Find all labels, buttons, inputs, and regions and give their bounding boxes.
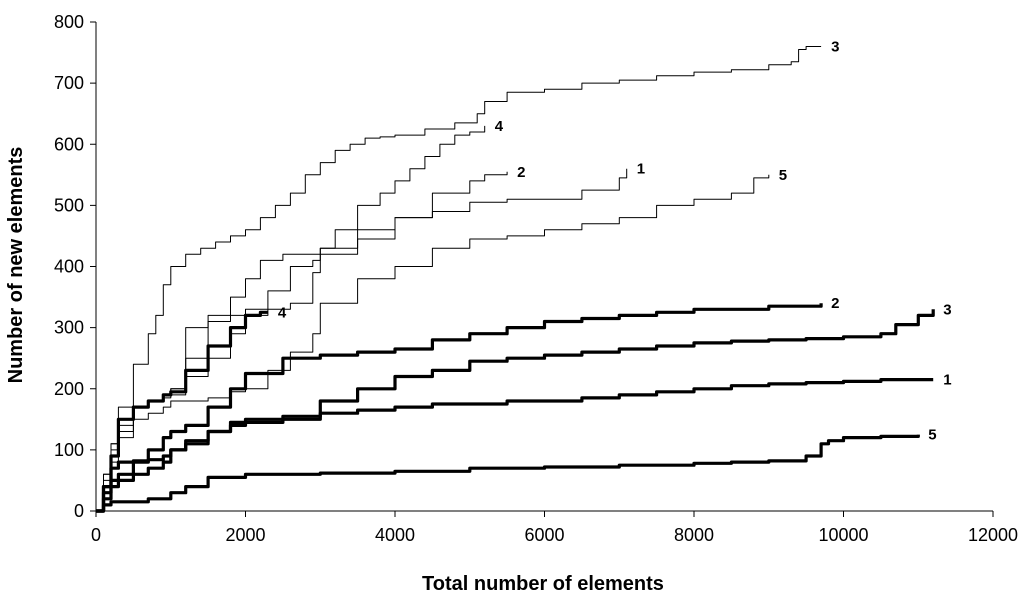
- series-end-label: 5: [779, 167, 787, 184]
- series-end-label: 2: [831, 295, 839, 312]
- series-end-label: 1: [943, 372, 951, 389]
- x-tick-label: 12000: [968, 525, 1018, 545]
- y-tick-label: 400: [54, 257, 84, 277]
- series-line-thick-4: [96, 310, 268, 513]
- y-tick-label: 700: [54, 73, 84, 93]
- series-end-labels: 3 4 2 1 5 4 2 3 1 5: [278, 38, 952, 443]
- y-tick-label: 200: [54, 379, 84, 399]
- series-line-thick-5: [96, 434, 920, 513]
- y-axis-title: Number of new elements: [5, 147, 27, 384]
- y-tick-label: 300: [54, 318, 84, 338]
- y-tick-label: 100: [54, 440, 84, 460]
- series-end-label: 3: [943, 301, 951, 318]
- y-tick-label: 600: [54, 134, 84, 154]
- series-line-thin-1: [96, 168, 628, 512]
- y-tick-label: 800: [54, 12, 84, 32]
- series-line-thick-1: [96, 378, 934, 513]
- series-line-thick-3: [96, 309, 935, 513]
- series-line-thin-3: [96, 46, 822, 512]
- series-end-label: 5: [928, 427, 936, 444]
- series-end-label: 2: [517, 164, 525, 181]
- plot-area: [96, 46, 935, 513]
- y-tick-label: 500: [54, 195, 84, 215]
- series-line-thin-4: [96, 125, 486, 512]
- x-tick-label: 8000: [674, 525, 714, 545]
- x-tick-label: 2000: [225, 525, 265, 545]
- x-tick-label: 4000: [375, 525, 415, 545]
- series-end-label: 1: [637, 161, 645, 178]
- y-tick-label: 0: [74, 501, 84, 521]
- x-tick-label: 6000: [524, 525, 564, 545]
- series-line-thick-2: [96, 303, 823, 513]
- series-end-label: 4: [495, 118, 504, 135]
- x-tick-label: 10000: [818, 525, 868, 545]
- series-end-label: 3: [831, 38, 839, 55]
- series-end-label: 4: [278, 304, 287, 321]
- x-axis-title: Total number of elements: [422, 573, 664, 595]
- x-tick-label: 0: [91, 525, 101, 545]
- series-line-thin-5: [96, 174, 770, 512]
